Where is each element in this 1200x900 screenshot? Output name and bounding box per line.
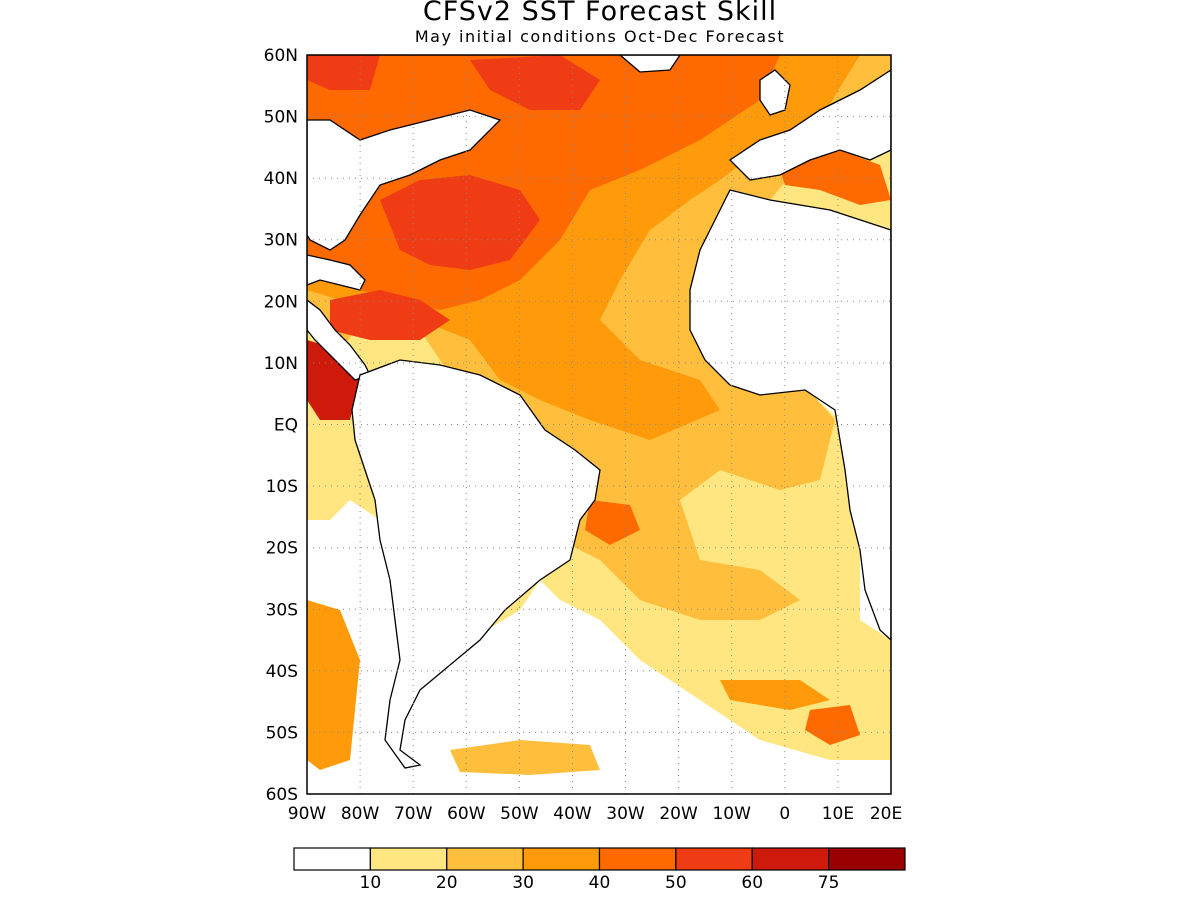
gridlines	[307, 55, 891, 794]
chart-subtitle: May initial conditions Oct-Dec Forecast	[414, 27, 786, 46]
colorbar-swatch	[751, 847, 830, 871]
lon-tick-label: 0	[779, 804, 790, 824]
colorbar-swatch	[522, 847, 601, 871]
lon-tick-label: 30W	[606, 804, 645, 824]
chart-title: CFSv2 SST Forecast Skill	[422, 0, 778, 27]
lat-tick-label: 60N	[264, 46, 298, 66]
lat-tick-label: EQ	[274, 416, 298, 436]
lat-tick-label: 20S	[266, 539, 298, 559]
colorbar-label: 20	[436, 873, 458, 893]
lon-tick-label: 80W	[341, 804, 380, 824]
lon-tick-label: 70W	[394, 804, 433, 824]
colorbar-label: 40	[589, 873, 611, 893]
colorbar-swatch	[293, 847, 371, 871]
lat-tick-label: 20N	[264, 292, 298, 312]
lat-tick-label: 40S	[266, 662, 298, 682]
colorbar-label: 50	[665, 873, 687, 893]
colorbar: 10 20 30 40 50 60 75	[293, 847, 906, 893]
lat-tick-label: 10N	[264, 354, 298, 374]
lon-tick-label: 90W	[288, 804, 327, 824]
colorbar-swatch	[598, 847, 677, 871]
lon-tick-label: 10E	[822, 804, 854, 824]
lon-tick-label: 20E	[870, 804, 902, 824]
lat-tick-label: 30S	[266, 600, 298, 620]
coastlines	[307, 55, 891, 769]
lon-tick-label: 20W	[659, 804, 698, 824]
lat-axis: 60N 50N 40N 30N 20N 10N EQ 10S 20S 30S 4…	[264, 46, 298, 805]
colorbar-label: 10	[360, 873, 382, 893]
lat-tick-label: 50S	[266, 723, 298, 743]
colorbar-label: 75	[818, 873, 840, 893]
lon-tick-label: 40W	[553, 804, 592, 824]
lon-tick-label: 10W	[712, 804, 751, 824]
lon-tick-label: 50W	[500, 804, 539, 824]
lat-tick-label: 50N	[264, 108, 298, 128]
lat-tick-label: 60S	[266, 785, 298, 805]
map-frame	[306, 54, 892, 795]
colorbar-swatch	[675, 847, 753, 871]
lat-tick-label: 40N	[264, 169, 298, 189]
colorbar-swatch	[446, 847, 524, 871]
colorbar-swatch	[369, 847, 448, 871]
lon-axis: 90W 80W 70W 60W 50W 40W 30W 20W 10W 0 10…	[288, 804, 902, 824]
colorbar-label: 60	[741, 873, 763, 893]
lat-tick-label: 10S	[266, 477, 298, 497]
lon-tick-label: 60W	[447, 804, 486, 824]
colorbar-label: 30	[512, 873, 534, 893]
colorbar-swatch	[828, 847, 906, 871]
lat-tick-label: 30N	[264, 231, 298, 251]
